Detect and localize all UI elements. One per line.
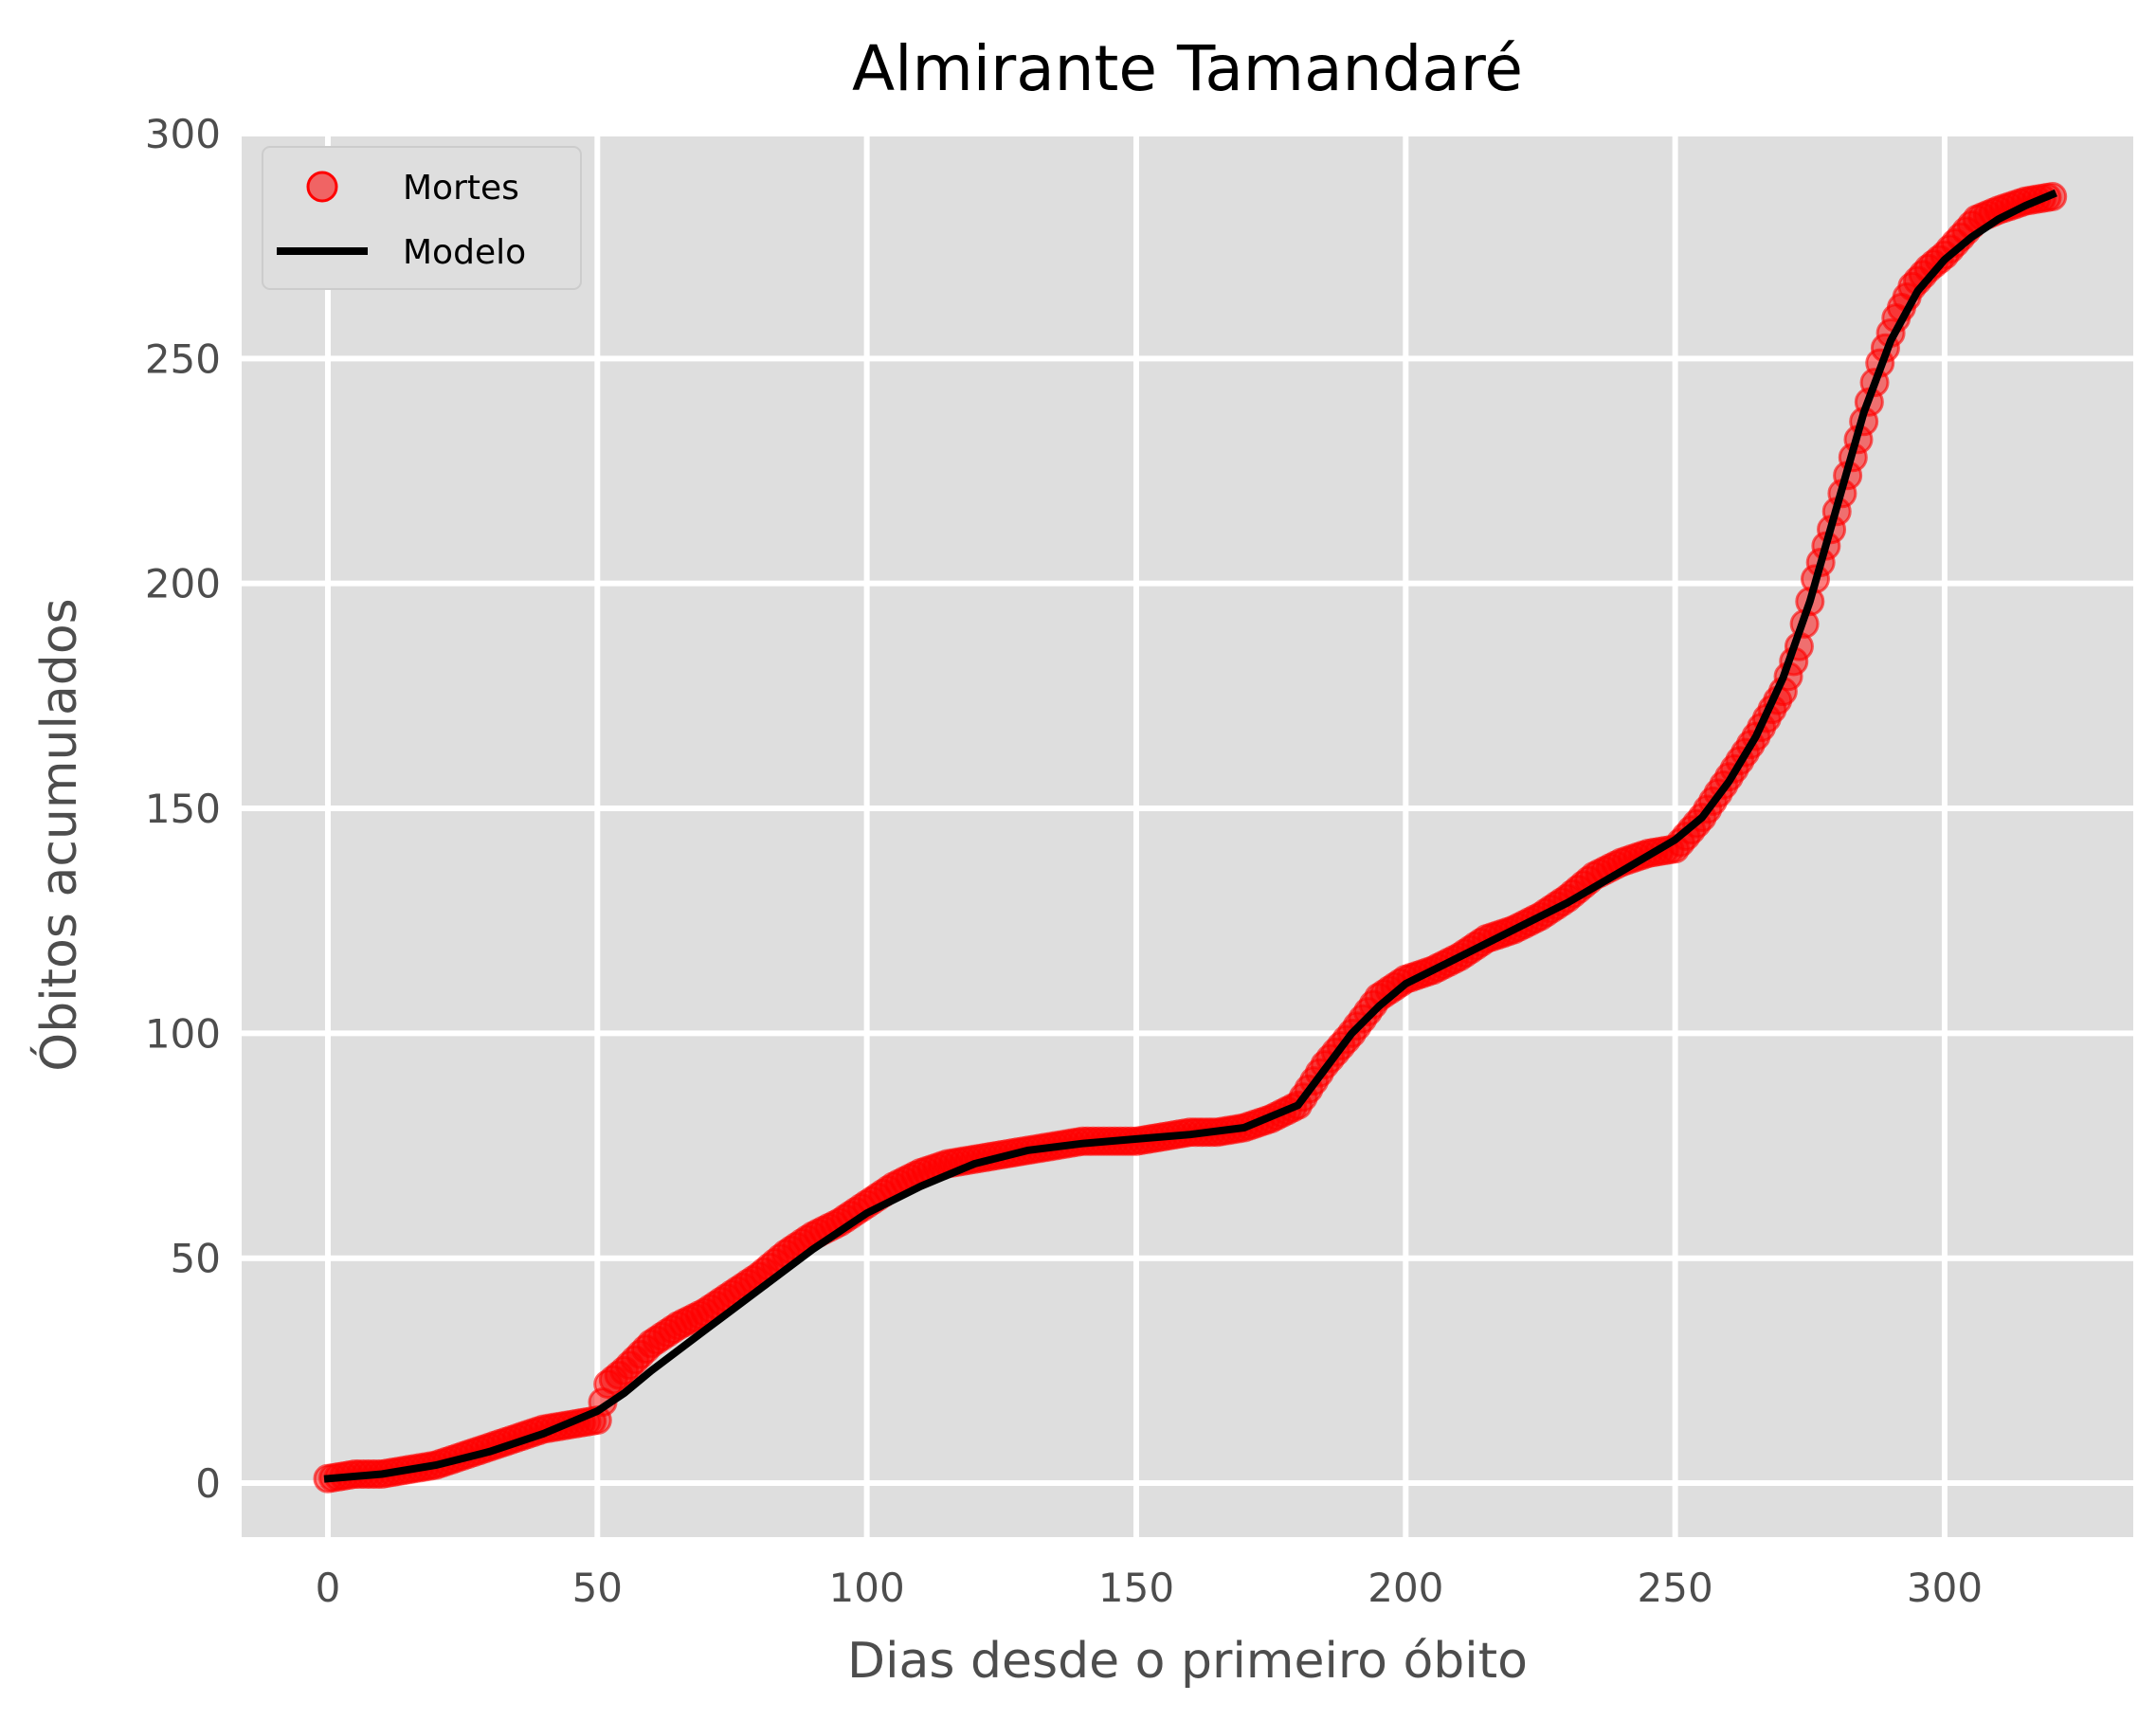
chart-title: Almirante Tamandaré: [852, 32, 1523, 105]
x-axis-label: Dias desde o primeiro óbito: [847, 1633, 1528, 1690]
x-tick-label: 0: [316, 1565, 341, 1611]
y-tick-label: 50: [171, 1236, 221, 1282]
y-tick-label: 300: [145, 111, 221, 157]
x-tick-label: 250: [1638, 1565, 1713, 1611]
y-axis-label: Óbitos acumulados: [29, 598, 88, 1071]
legend-marker-mortes: [306, 171, 338, 203]
x-tick-label: 100: [829, 1565, 905, 1611]
model-line: [323, 189, 2057, 1483]
x-tick-labels: 0 50 100 150 200 250 300: [316, 1565, 1983, 1611]
x-tick-label: 200: [1368, 1565, 1443, 1611]
y-tick-label: 0: [195, 1460, 221, 1507]
y-tick-label: 250: [145, 335, 221, 382]
x-tick-label: 150: [1098, 1565, 1174, 1611]
y-tick-label: 200: [145, 561, 221, 607]
y-tick-labels: 0 50 100 150 200 250 300: [145, 111, 221, 1507]
legend-label-modelo: Modelo: [403, 233, 526, 272]
legend-label-mortes: Mortes: [403, 169, 519, 208]
legend: Mortes Modelo: [262, 146, 582, 290]
x-tick-label: 300: [1907, 1565, 1983, 1611]
y-tick-label: 150: [145, 786, 221, 832]
x-tick-label: 50: [572, 1565, 623, 1611]
plot-background: [242, 134, 2133, 1537]
y-tick-label: 100: [145, 1010, 221, 1057]
